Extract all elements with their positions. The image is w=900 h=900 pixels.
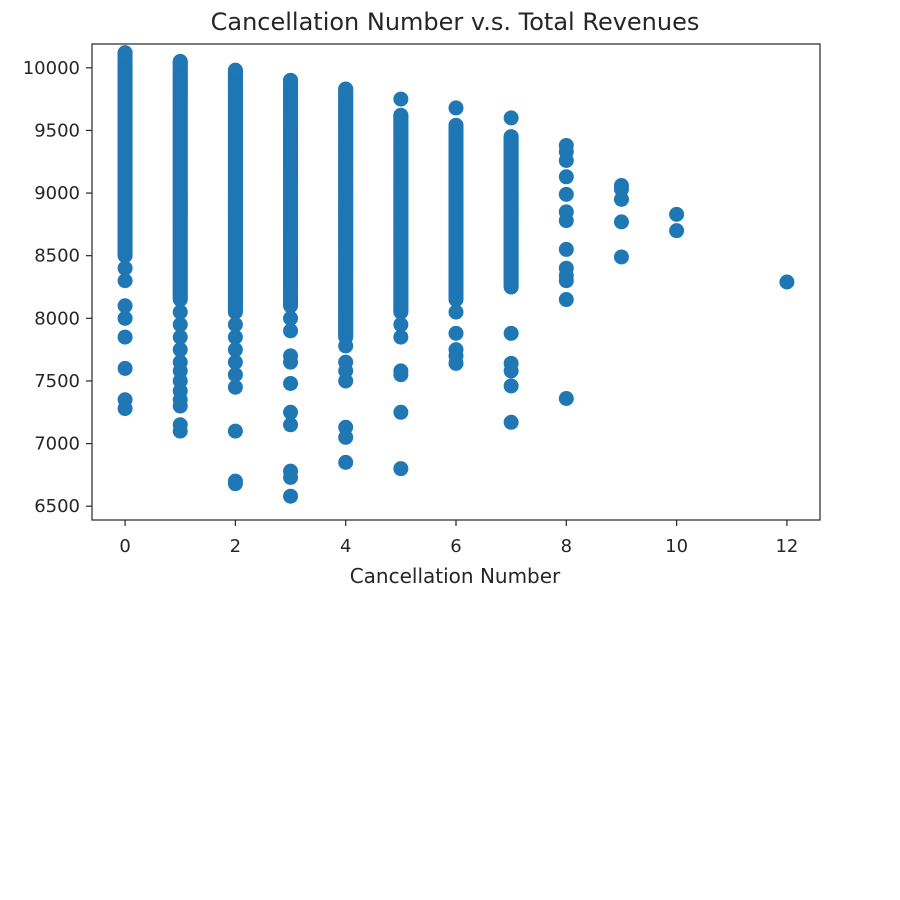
data-point — [338, 454, 354, 470]
data-point — [393, 329, 409, 345]
data-point — [117, 273, 133, 289]
data-point — [227, 354, 243, 370]
x-tick-label: 6 — [450, 536, 461, 557]
y-tick-label: 9500 — [34, 120, 80, 141]
data-point — [172, 342, 188, 358]
data-point — [503, 110, 519, 126]
x-axis-label: Cancellation Number — [350, 564, 561, 588]
data-point — [172, 317, 188, 333]
data-point — [117, 310, 133, 326]
data-point — [613, 191, 629, 207]
data-point — [283, 72, 299, 88]
data-point — [283, 417, 299, 433]
data-point — [338, 81, 354, 97]
x-axis: 0 2 4 6 8 10 12 — [119, 520, 798, 557]
chart-title: Cancellation Number v.s. Total Revenues — [211, 8, 700, 36]
data-point — [393, 367, 409, 383]
x-tick-label: 4 — [340, 536, 351, 557]
data-point — [448, 325, 464, 341]
data-point — [393, 404, 409, 420]
data-point — [283, 469, 299, 485]
data-point — [669, 206, 685, 222]
y-axis: 6500 7000 7500 8000 8500 9000 9500 10000 — [23, 58, 92, 517]
data-point — [558, 292, 574, 308]
data-point — [448, 355, 464, 371]
data-point — [448, 100, 464, 116]
y-tick-label: 8000 — [34, 308, 80, 329]
data-point — [117, 45, 133, 61]
y-tick-label: 7000 — [34, 434, 80, 455]
data-point — [338, 429, 354, 445]
y-tick-label: 7500 — [34, 371, 80, 392]
y-tick-label: 10000 — [23, 58, 80, 79]
data-point — [227, 317, 243, 333]
x-tick-label: 8 — [561, 536, 572, 557]
data-point — [503, 414, 519, 430]
data-point — [117, 401, 133, 417]
data-point — [172, 398, 188, 414]
data-point — [393, 317, 409, 333]
data-point — [283, 323, 299, 339]
x-tick-label: 0 — [119, 536, 130, 557]
data-point — [503, 363, 519, 379]
data-point — [558, 390, 574, 406]
data-point — [117, 298, 133, 314]
data-point — [117, 260, 133, 276]
data-point — [503, 325, 519, 341]
data-point — [172, 329, 188, 345]
data-point — [613, 249, 629, 265]
data-point — [227, 423, 243, 439]
data-point — [558, 169, 574, 185]
data-point — [613, 214, 629, 230]
y-tick-label: 9000 — [34, 183, 80, 204]
data-point — [558, 241, 574, 257]
y-tick-label: 6500 — [34, 496, 80, 517]
data-point — [393, 107, 409, 123]
data-point — [227, 379, 243, 395]
data-point — [117, 329, 133, 345]
data-point — [227, 329, 243, 345]
data-point — [117, 360, 133, 376]
data-point — [338, 373, 354, 389]
data-point — [558, 152, 574, 168]
data-point — [558, 213, 574, 229]
data-point — [448, 304, 464, 320]
data-point — [172, 304, 188, 320]
data-point — [283, 310, 299, 326]
data-point — [338, 338, 354, 354]
data-point — [172, 423, 188, 439]
data-point — [558, 273, 574, 289]
data-point — [283, 354, 299, 370]
x-tick-label: 12 — [775, 536, 798, 557]
data-point — [283, 488, 299, 504]
data-point — [448, 117, 464, 133]
data-points — [117, 45, 795, 504]
data-point — [669, 223, 685, 239]
x-tick-label: 2 — [230, 536, 241, 557]
data-point — [283, 404, 299, 420]
data-point — [227, 342, 243, 358]
x-tick-label: 10 — [665, 536, 688, 557]
data-point — [558, 186, 574, 202]
data-point — [779, 274, 795, 290]
y-tick-label: 8500 — [34, 246, 80, 267]
data-point — [227, 62, 243, 78]
data-point — [283, 375, 299, 391]
data-point — [393, 461, 409, 477]
data-point — [227, 367, 243, 383]
data-point — [393, 91, 409, 107]
data-point — [227, 476, 243, 492]
data-point — [503, 378, 519, 394]
data-point — [503, 129, 519, 145]
data-point — [172, 54, 188, 70]
